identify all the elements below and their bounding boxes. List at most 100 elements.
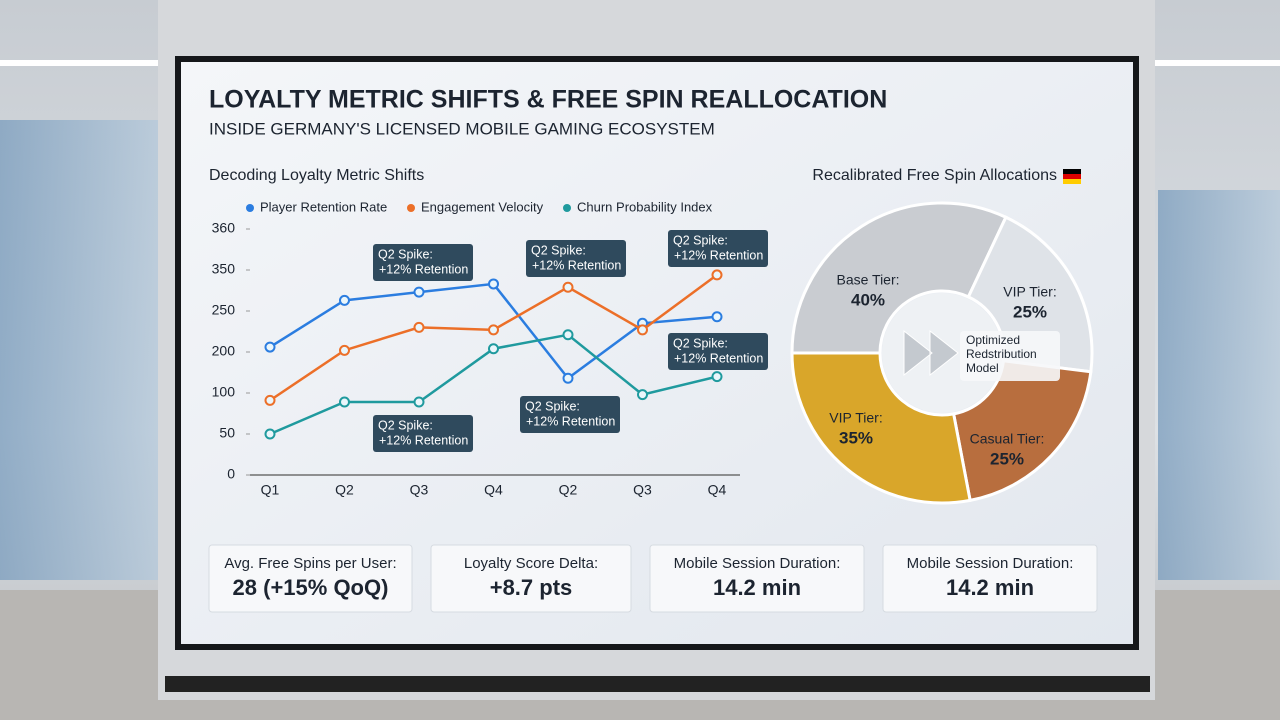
point: [264, 341, 276, 353]
ceiling-light: [0, 60, 160, 66]
annotation-text: +12% Retention: [674, 351, 763, 365]
annotation-text: Q2 Spike:: [525, 399, 580, 413]
x-tick-label: Q4: [484, 482, 503, 498]
line-chart: 0 50 100 200 250 350 360 Q1 Q2 Q3 Q4 Q2 Q3 Q4 Player R…: [212, 199, 768, 498]
pie-slice: [966, 215, 1094, 374]
point: [711, 371, 723, 383]
stand: [165, 676, 1150, 692]
pie-slice: [951, 359, 1093, 503]
annotation-box: [373, 244, 473, 281]
right-window: [1158, 190, 1280, 580]
annotation-text: +12% Retention: [526, 414, 615, 428]
annotation-text: Q2 Spike:: [378, 247, 433, 261]
annotation-text: +12% Retention: [379, 262, 468, 276]
slice-label: VIP Tier:: [1003, 284, 1056, 300]
legend-marker: [407, 204, 415, 212]
center-label: Optimized: [966, 333, 1020, 347]
x-tick-label: Q3: [410, 482, 429, 498]
kpi-row: Avg. Free Spins per User: 28 (+15% QoQ) Lo…: [208, 544, 1098, 613]
x-tick-label: Q4: [708, 482, 727, 498]
point: [339, 396, 350, 408]
pie-slice: [790, 351, 972, 505]
kpi-label: Avg. Free Spins per User:: [224, 555, 396, 572]
annotation-box: [373, 415, 473, 452]
kpi-label: Loyalty Score Delta:: [464, 555, 598, 572]
annotation-text: Q2 Spike:: [673, 233, 728, 247]
center-icon: [903, 329, 959, 377]
annotation-text: +12% Retention: [379, 433, 468, 447]
point: [264, 394, 276, 406]
point: [413, 396, 425, 408]
point: [339, 344, 350, 356]
kpi-card: [208, 544, 413, 613]
slice-value: 25%: [1013, 302, 1047, 321]
point: [711, 269, 723, 281]
legend-label: Engagement Velocity: [421, 199, 544, 214]
point: [637, 324, 648, 336]
kpi-value: 14.2 min: [946, 575, 1034, 600]
point: [488, 324, 499, 336]
title: LOYALTY METRIC SHIFTS & FREE SPIN REALLO…: [209, 86, 887, 114]
chart-title: Decoding Loyalty Metric Shifts: [209, 167, 424, 184]
left-window: [0, 120, 160, 580]
y-tick-label: 50: [219, 425, 235, 441]
kpi-card: [430, 544, 632, 613]
kpi-card: [882, 544, 1098, 613]
kpi-value: 14.2 min: [713, 575, 801, 600]
center-label: Redstribution: [966, 347, 1037, 361]
y-tick-label: 250: [212, 302, 236, 318]
kpi-label: Mobile Session Duration:: [674, 555, 841, 572]
annotation-box: [520, 396, 620, 433]
point: [562, 372, 574, 384]
legend-marker: [246, 204, 254, 212]
flag-icon: [1063, 169, 1081, 184]
slice-value: 25%: [990, 449, 1024, 468]
annotation-text: Q2 Spike:: [531, 243, 586, 257]
annotation-text: Q2 Spike:: [673, 336, 728, 350]
subtitle: INSIDE GERMANY'S LICENSED MOBILE GAMING …: [209, 119, 715, 138]
point: [711, 311, 723, 323]
x-tick-label: Q2: [559, 482, 578, 498]
legend-marker: [563, 204, 571, 212]
kpi-value: 28 (+15% QoQ): [233, 575, 389, 600]
x-tick-label: Q2: [335, 482, 354, 498]
y-tick-label: 200: [212, 343, 236, 359]
x-tick-label: Q3: [633, 482, 652, 498]
annotation-text: +12% Retention: [532, 258, 621, 272]
point: [488, 343, 499, 355]
annotation-box: [526, 240, 626, 277]
slice-value: 35%: [839, 428, 873, 447]
slice-label: VIP Tier:: [829, 410, 882, 426]
annotation-text: Q2 Spike:: [378, 418, 433, 432]
center-label: Model: [966, 361, 999, 375]
pie-slice: [790, 201, 1008, 355]
annotation-text: +12% Retention: [674, 248, 763, 262]
kpi-card: [649, 544, 865, 613]
slice-label: Casual Tier:: [970, 431, 1045, 447]
pie-chart: Base Tier: 40% VIP Tier: 25% Casual Tier: 25%…: [790, 201, 1094, 505]
point: [637, 389, 648, 401]
point: [562, 281, 574, 293]
point: [413, 286, 425, 298]
slice-label: Base Tier:: [836, 272, 899, 288]
annotation-box: [668, 333, 768, 370]
point: [562, 329, 574, 341]
chart-title: Recalibrated Free Spin Allocations: [812, 167, 1057, 184]
kpi-value: +8.7 pts: [490, 575, 573, 600]
ceiling-light: [1155, 60, 1280, 66]
annotation-box: [668, 230, 768, 267]
legend-label: Player Retention Rate: [260, 199, 387, 214]
slice-value: 40%: [851, 290, 885, 309]
legend-label: Churn Probability Index: [577, 199, 713, 214]
point: [413, 321, 425, 333]
point: [488, 278, 499, 290]
point: [339, 294, 350, 306]
y-tick-label: 360: [212, 220, 236, 236]
point: [264, 428, 276, 440]
y-tick-label: 350: [212, 261, 236, 277]
center-label-box: [960, 331, 1060, 381]
y-tick-label: 0: [227, 466, 235, 482]
kpi-label: Mobile Session Duration:: [907, 555, 1074, 572]
y-tick-label: 100: [212, 384, 236, 400]
